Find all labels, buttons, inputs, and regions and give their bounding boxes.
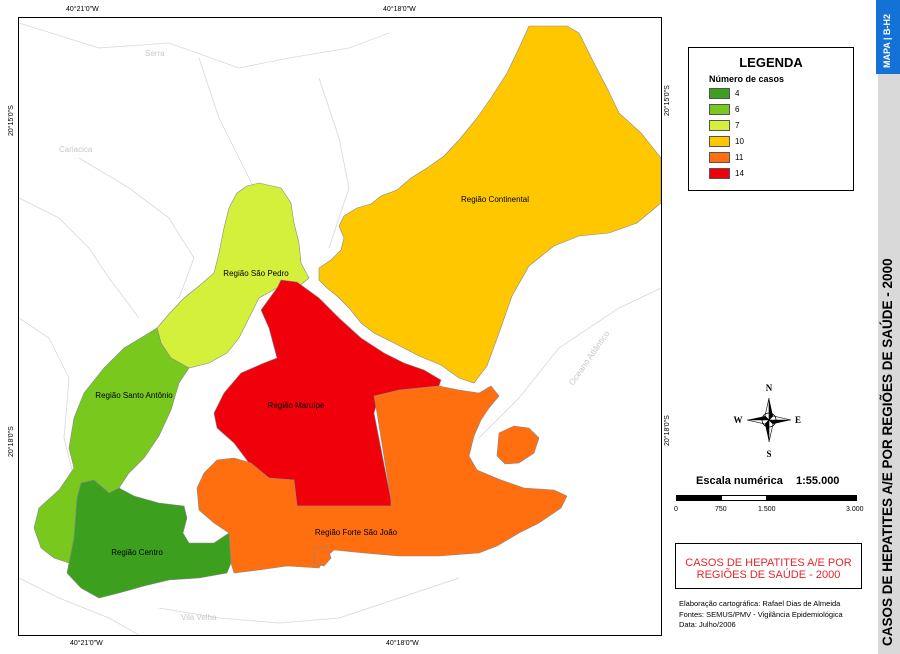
- legend-label: 14: [735, 169, 744, 178]
- coord-right-south: 20°18'0"S: [664, 415, 671, 446]
- map-code-tab: [876, 0, 900, 74]
- side-bar: [878, 0, 900, 654]
- legend-swatch: [709, 136, 730, 147]
- legend-label: 11: [735, 153, 744, 162]
- compass-e: E: [795, 415, 801, 425]
- scale-segment: [721, 495, 767, 501]
- coord-bottom-west: 40°21'0"W: [70, 640, 103, 647]
- legend: LEGENDA Número de casos 4 6 7 10 11 14: [688, 47, 854, 191]
- region-label-sao-pedro: Região São Pedro: [223, 269, 289, 278]
- scale-label: 0: [674, 506, 678, 513]
- map-title-line1: CASOS DE HEPATITES A/E POR: [685, 557, 852, 569]
- region-label-maruipe: Região Maruípe: [268, 401, 325, 410]
- region-label-continental: Região Continental: [461, 195, 529, 204]
- legend-label: 7: [735, 121, 740, 130]
- legend-label: 6: [735, 105, 740, 114]
- coord-right-north: 20°15'0"S: [664, 85, 671, 116]
- side-title: CASOS DE HEPATITES A/E POR REGIÕES DE SA…: [880, 258, 895, 646]
- scale-label: 750: [715, 506, 727, 513]
- legend-swatch: [709, 88, 730, 99]
- compass-rose-icon: N S E W: [732, 383, 802, 459]
- region-label-santo-antonio: Região Santo Antônio: [95, 391, 173, 400]
- legend-swatch: [709, 120, 730, 131]
- coord-bottom-east: 40°18'0"W: [386, 640, 419, 647]
- scale-ratio: 1:55.000: [796, 475, 840, 487]
- credit-author: Elaboração cartográfica: Rafael Dias de …: [679, 599, 841, 608]
- scale-label: 3.000: [846, 506, 864, 513]
- place-cariacica: Cariacica: [59, 145, 93, 154]
- scale-segment: [676, 495, 722, 501]
- legend-title: LEGENDA: [739, 55, 803, 70]
- legend-swatch: [709, 168, 730, 179]
- place-ocean: Oceano Atlântico: [566, 329, 611, 388]
- region-label-centro: Região Centro: [111, 548, 163, 557]
- compass-s: S: [766, 449, 771, 458]
- map-title: CASOS DE HEPATITES A/E POR REGIÕES DE SA…: [676, 557, 861, 581]
- compass-w: W: [734, 415, 743, 425]
- coord-left-north: 20°15'0"S: [8, 105, 15, 136]
- region-forte-sao-joao[interactable]: [196, 385, 568, 574]
- region-continental[interactable]: [318, 25, 661, 384]
- map-code-label: MAPA | B-H2: [882, 13, 892, 68]
- region-forte-sao-joao-island[interactable]: [496, 425, 540, 465]
- map-title-line2: REGIÕES DE SAÚDE - 2000: [696, 569, 841, 581]
- background-boundaries: [19, 22, 661, 635]
- credit-sources: Fontes: SEMUS/PMV - Vigilância Epidemiol…: [679, 609, 843, 619]
- title-box: CASOS DE HEPATITES A/E POR REGIÕES DE SA…: [675, 543, 862, 589]
- coord-top-east: 40°18'0"W: [383, 6, 416, 13]
- scale-title: Escala numérica: [696, 475, 783, 487]
- region-sao-pedro[interactable]: [156, 182, 310, 369]
- scale-label: 1.500: [758, 506, 776, 513]
- legend-label: 10: [735, 137, 744, 146]
- map-frame: Serra Cariacica Vila Velha Oceano Atlânt…: [18, 17, 662, 636]
- credit-date: Data: Julho/2006: [679, 620, 736, 629]
- map-canvas: Serra Cariacica Vila Velha Oceano Atlânt…: [19, 22, 661, 635]
- legend-swatch: [709, 104, 730, 115]
- region-label-forte-sao-joao: Região Forte São João: [315, 528, 398, 537]
- legend-label: 4: [735, 89, 740, 98]
- region-forte-sao-joao-islet[interactable]: [313, 545, 332, 567]
- place-vila-velha: Vila Velha: [181, 613, 217, 622]
- scale-segment: [766, 495, 857, 501]
- region-centro[interactable]: [66, 479, 232, 599]
- compass-n: N: [766, 383, 773, 393]
- coord-top-west: 40°21'0"W: [66, 6, 99, 13]
- coord-left-south: 20°18'0"S: [8, 426, 15, 457]
- legend-subtitle: Número de casos: [709, 74, 785, 84]
- scale-bar: [676, 495, 857, 501]
- credits: Elaboração cartográfica: Rafael Dias de …: [679, 599, 843, 631]
- place-serra: Serra: [145, 49, 165, 58]
- legend-swatch: [709, 152, 730, 163]
